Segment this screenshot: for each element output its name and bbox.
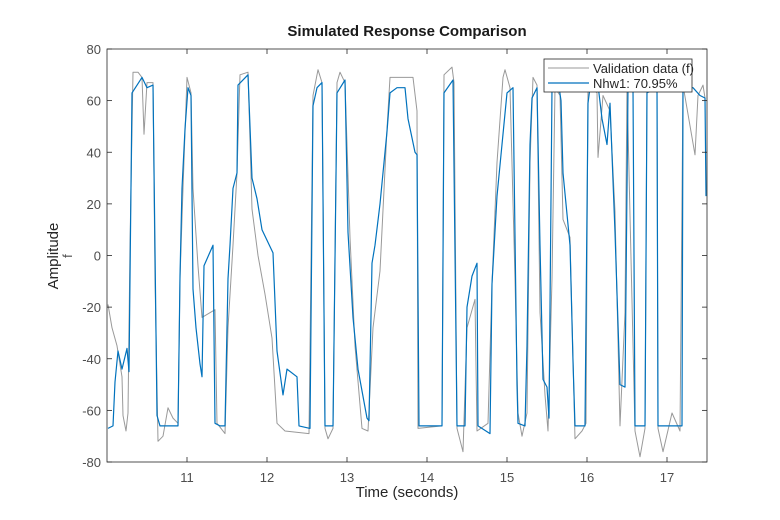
x-tick-label: 14 [420, 470, 434, 485]
legend-box [543, 58, 693, 93]
legend: Validation data (f) Nhw1: 70.95% [543, 58, 694, 93]
x-tick-label: 13 [340, 470, 354, 485]
y-tick-label: -40 [82, 352, 101, 367]
x-tick-label: 17 [660, 470, 674, 485]
y-tick-label: 0 [94, 249, 101, 264]
y-tick-label: 60 [87, 94, 101, 109]
legend-label-validation: Validation data (f) [593, 61, 694, 76]
y-tick-label: -20 [82, 300, 101, 315]
chart-title: Simulated Response Comparison [287, 23, 526, 40]
y-tick-label: -80 [82, 455, 101, 470]
series-layer [107, 66, 707, 458]
x-tick-label: 11 [180, 470, 194, 485]
ticks-layer: 11 12 13 14 15 16 17 -80 -60 -40 -20 0 20 40 60 80 [82, 42, 707, 485]
plot-area [107, 49, 707, 462]
y-tick-label: -60 [82, 403, 101, 418]
x-tick-label: 16 [580, 470, 594, 485]
y-axis-sublabel: f [60, 254, 75, 258]
y-tick-label: 40 [87, 145, 101, 160]
y-tick-label: 80 [87, 42, 101, 57]
y-axis-label: Amplitude [45, 223, 62, 290]
legend-label-model: Nhw1: 70.95% [593, 76, 678, 91]
y-tick-label: 20 [87, 197, 101, 212]
x-tick-label: 15 [500, 470, 514, 485]
x-tick-label: 12 [260, 470, 274, 485]
x-axis-label: Time (seconds) [356, 484, 459, 501]
series-line-model [107, 74, 707, 435]
